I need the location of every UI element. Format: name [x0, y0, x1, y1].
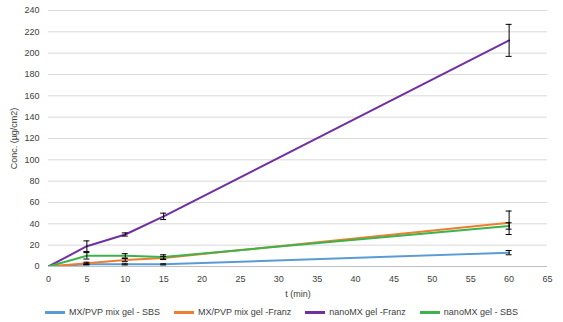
html-text:nanoMX gel -Franz: nanoMX gel -Franz: [329, 307, 406, 317]
svg-text:220: 220: [24, 27, 39, 37]
svg-text:40: 40: [351, 274, 361, 284]
html-text:nanoMX gel - SBS: nanoMX gel - SBS: [443, 307, 518, 317]
svg-text:0: 0: [34, 261, 39, 271]
svg-text:60: 60: [29, 197, 39, 207]
svg-text:40: 40: [29, 219, 39, 229]
svg-text:Conc. (µg/cm2): Conc. (µg/cm2): [9, 108, 19, 170]
svg-text:0: 0: [46, 274, 51, 284]
svg-text:10: 10: [120, 274, 130, 284]
svg-text:180: 180: [24, 69, 39, 79]
svg-text:15: 15: [159, 274, 169, 284]
svg-text:20: 20: [197, 274, 207, 284]
html-text:MX/PVP mix gel - SBS: MX/PVP mix gel - SBS: [69, 307, 160, 317]
svg-text:45: 45: [389, 274, 399, 284]
svg-text:55: 55: [466, 274, 476, 284]
svg-text:240: 240: [24, 5, 39, 15]
svg-text:160: 160: [24, 91, 39, 101]
svg-text:65: 65: [542, 274, 552, 284]
html-text:MX/PVP mix gel -Franz: MX/PVP mix gel -Franz: [198, 307, 292, 317]
svg-text:30: 30: [274, 274, 284, 284]
svg-text:50: 50: [427, 274, 437, 284]
svg-text:80: 80: [29, 176, 39, 186]
svg-text:60: 60: [504, 274, 514, 284]
svg-text:25: 25: [235, 274, 245, 284]
svg-text:200: 200: [24, 48, 39, 58]
svg-text:5: 5: [84, 274, 89, 284]
svg-text:t (min): t (min): [285, 289, 311, 299]
svg-text:35: 35: [312, 274, 322, 284]
svg-text:20: 20: [29, 240, 39, 250]
svg-text:100: 100: [24, 155, 39, 165]
svg-text:120: 120: [24, 133, 39, 143]
svg-text:140: 140: [24, 112, 39, 122]
